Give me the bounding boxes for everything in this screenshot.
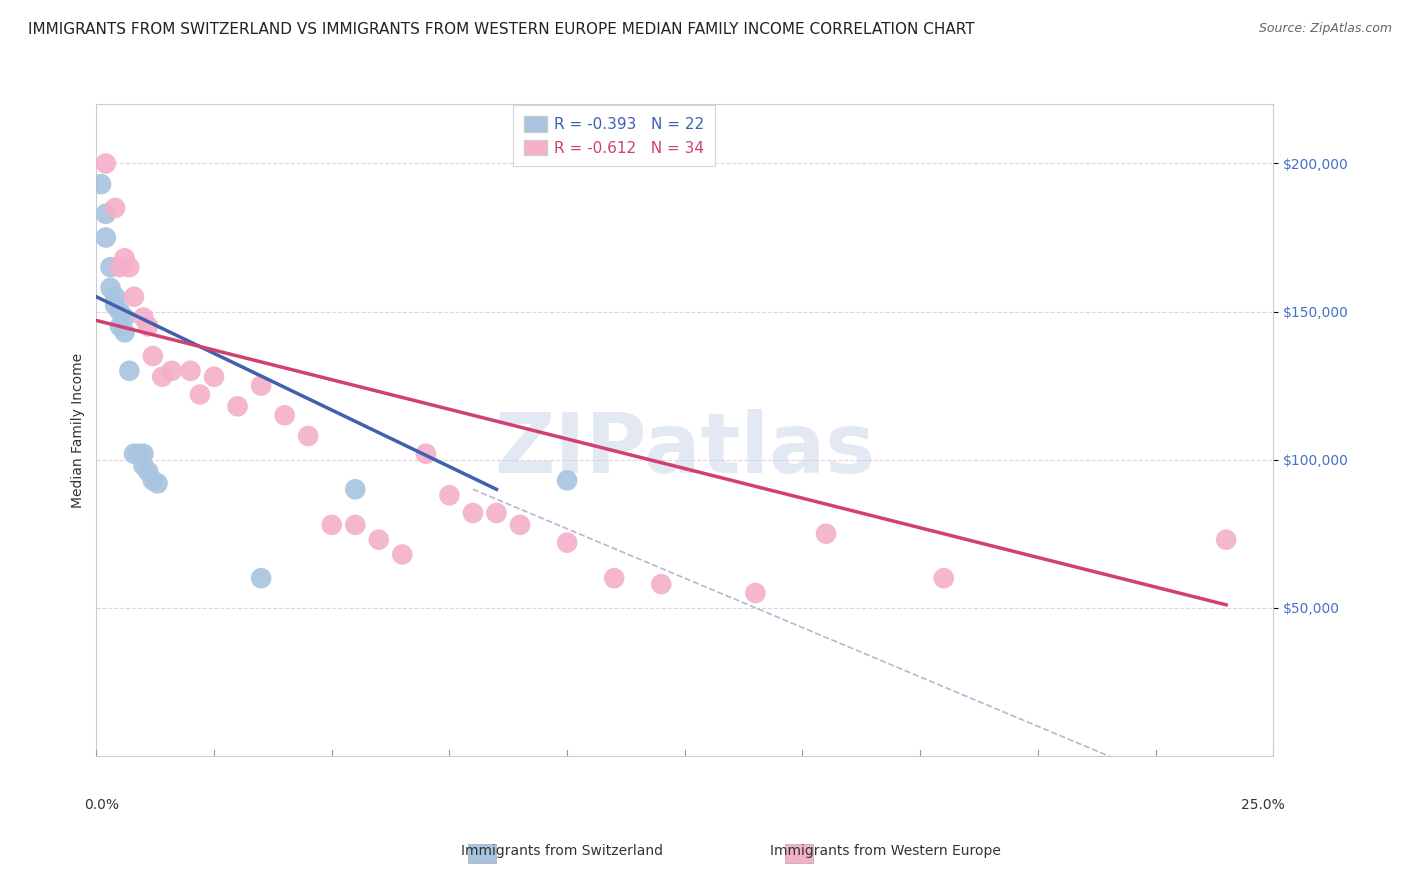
Point xyxy=(104,290,127,304)
Point xyxy=(814,526,837,541)
Point xyxy=(94,207,117,221)
Y-axis label: Median Family Income: Median Family Income xyxy=(72,352,86,508)
Legend: R = -0.393   N = 22, R = -0.612   N = 34: R = -0.393 N = 22, R = -0.612 N = 34 xyxy=(513,105,716,166)
Point xyxy=(108,304,131,318)
Point xyxy=(226,400,249,414)
Point xyxy=(439,488,461,502)
Point xyxy=(132,458,155,473)
Point xyxy=(555,535,578,549)
Point xyxy=(136,465,159,479)
Point xyxy=(118,260,141,274)
Point xyxy=(94,230,117,244)
Point xyxy=(118,364,141,378)
Point xyxy=(367,533,389,547)
Point xyxy=(932,571,955,585)
Point xyxy=(202,369,225,384)
Point xyxy=(114,326,136,340)
Point xyxy=(179,364,201,378)
Point xyxy=(485,506,508,520)
Point xyxy=(136,319,159,334)
Point xyxy=(650,577,672,591)
Point xyxy=(321,517,343,532)
Point xyxy=(603,571,626,585)
Point xyxy=(114,252,136,266)
Point xyxy=(90,177,112,191)
Point xyxy=(104,299,127,313)
Point xyxy=(461,506,484,520)
Point xyxy=(108,260,131,274)
Point xyxy=(100,260,122,274)
Point xyxy=(509,517,531,532)
Point xyxy=(108,319,131,334)
Text: IMMIGRANTS FROM SWITZERLAND VS IMMIGRANTS FROM WESTERN EUROPE MEDIAN FAMILY INCO: IMMIGRANTS FROM SWITZERLAND VS IMMIGRANT… xyxy=(28,22,974,37)
Point xyxy=(128,447,150,461)
Point xyxy=(297,429,319,443)
Point xyxy=(415,447,437,461)
Point xyxy=(250,378,273,392)
Text: 25.0%: 25.0% xyxy=(1241,798,1285,813)
Point xyxy=(391,548,413,562)
Text: Source: ZipAtlas.com: Source: ZipAtlas.com xyxy=(1258,22,1392,36)
Text: Immigrants from Western Europe: Immigrants from Western Europe xyxy=(770,844,1001,858)
Point xyxy=(122,447,145,461)
Bar xyxy=(468,844,496,863)
Point xyxy=(114,310,136,325)
Point xyxy=(100,281,122,295)
Text: ZIPatlas: ZIPatlas xyxy=(495,409,876,490)
Point xyxy=(150,369,173,384)
Point xyxy=(146,476,169,491)
Point xyxy=(344,517,367,532)
Point xyxy=(142,474,165,488)
Point xyxy=(94,156,117,170)
Point xyxy=(273,409,295,423)
Bar xyxy=(785,844,813,863)
Point xyxy=(104,201,127,215)
Point xyxy=(132,447,155,461)
Text: Immigrants from Switzerland: Immigrants from Switzerland xyxy=(461,844,664,858)
Point xyxy=(1215,533,1237,547)
Point xyxy=(122,290,145,304)
Point xyxy=(142,349,165,363)
Point xyxy=(250,571,273,585)
Point xyxy=(744,586,766,600)
Point xyxy=(555,474,578,488)
Point xyxy=(160,364,183,378)
Point xyxy=(188,387,211,401)
Point xyxy=(344,483,367,497)
Text: 0.0%: 0.0% xyxy=(84,798,120,813)
Point xyxy=(132,310,155,325)
